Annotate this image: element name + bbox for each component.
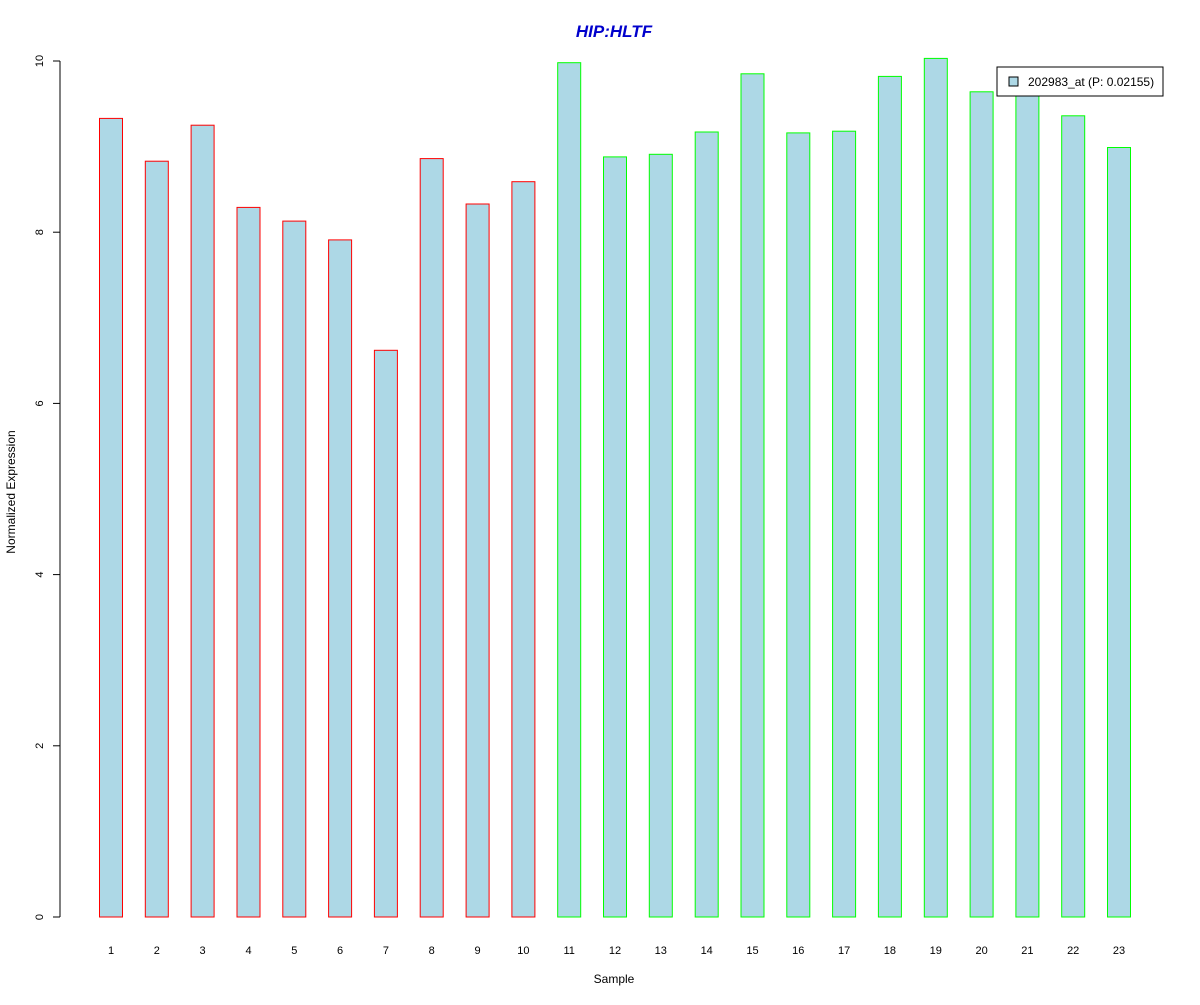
bar-sample-21: [1015, 93, 1040, 918]
x-tick-label: 13: [655, 945, 667, 957]
x-tick-label: 10: [517, 945, 529, 957]
bar-group: [99, 57, 1131, 918]
x-tick-label: 7: [383, 945, 389, 957]
x-tick-label: 19: [930, 945, 942, 957]
legend-label: 202983_at (P: 0.02155): [1028, 75, 1154, 89]
bar-sample-18: [877, 75, 902, 918]
x-tick-label: 6: [337, 945, 343, 957]
bar-sample-1: [99, 117, 123, 918]
bar-sample-13: [648, 153, 673, 918]
y-tick-label: 4: [34, 572, 46, 578]
x-tick-label: 3: [200, 945, 206, 957]
x-tick-label: 9: [475, 945, 481, 957]
x-axis-label: Sample: [594, 972, 635, 986]
x-tick-label: 12: [609, 945, 621, 957]
bar-sample-5: [282, 220, 307, 918]
bar-sample-11: [557, 62, 582, 918]
y-tick-label: 2: [34, 743, 46, 749]
bar-sample-14: [694, 131, 719, 918]
x-tick-label: 2: [154, 945, 160, 957]
bar-sample-17: [832, 130, 857, 918]
bar-sample-3: [190, 124, 215, 918]
bar-sample-8: [419, 158, 444, 918]
bar-sample-20: [969, 91, 994, 918]
y-tick-label: 8: [34, 229, 46, 235]
y-axis: 0 2 4 6 8 10: [34, 55, 61, 920]
x-tick-label: 21: [1021, 945, 1033, 957]
legend: 202983_at (P: 0.02155): [996, 66, 1164, 97]
x-tick-label: 11: [563, 945, 574, 957]
y-tick-label: 6: [34, 400, 46, 406]
y-axis-label: Normalized Expression: [4, 430, 18, 553]
bar-sample-23: [1107, 147, 1131, 918]
bar-sample-19: [923, 57, 948, 918]
chart-title: HIP:HLTF: [576, 22, 653, 41]
x-tick-label: 23: [1113, 945, 1125, 957]
x-tick-label: 15: [746, 945, 758, 957]
bar-sample-10: [511, 181, 536, 918]
x-tick-label: 20: [975, 945, 987, 957]
bar-sample-6: [328, 239, 353, 918]
bar-sample-22: [1061, 115, 1086, 918]
y-tick-label: 10: [34, 55, 46, 67]
x-tick-label: 8: [429, 945, 435, 957]
x-tick-label: 1: [108, 945, 114, 957]
y-tick-label: 0: [34, 914, 46, 920]
x-tick-label: 14: [701, 945, 713, 957]
x-tick-label: 4: [245, 945, 251, 957]
x-tick-label: 17: [838, 945, 850, 957]
x-tick-label: 18: [884, 945, 896, 957]
legend-box: [996, 66, 1164, 97]
bar-sample-16: [786, 132, 811, 918]
bar-sample-9: [465, 203, 490, 918]
bar-sample-15: [740, 73, 765, 918]
bar-sample-12: [603, 156, 627, 918]
bar-sample-2: [144, 160, 169, 918]
x-tick-label: 5: [291, 945, 297, 957]
legend-swatch: [1008, 76, 1019, 87]
x-tick-label: 16: [792, 945, 804, 957]
x-tick-label: 22: [1067, 945, 1079, 957]
x-tick-labels: 1 2 3 4 5 6 7 8 9 10 11 12 13 14 15 16 17 18 19 20 21 22 23: [108, 945, 1125, 957]
bar-sample-7: [373, 349, 398, 918]
bar-sample-4: [236, 206, 261, 918]
